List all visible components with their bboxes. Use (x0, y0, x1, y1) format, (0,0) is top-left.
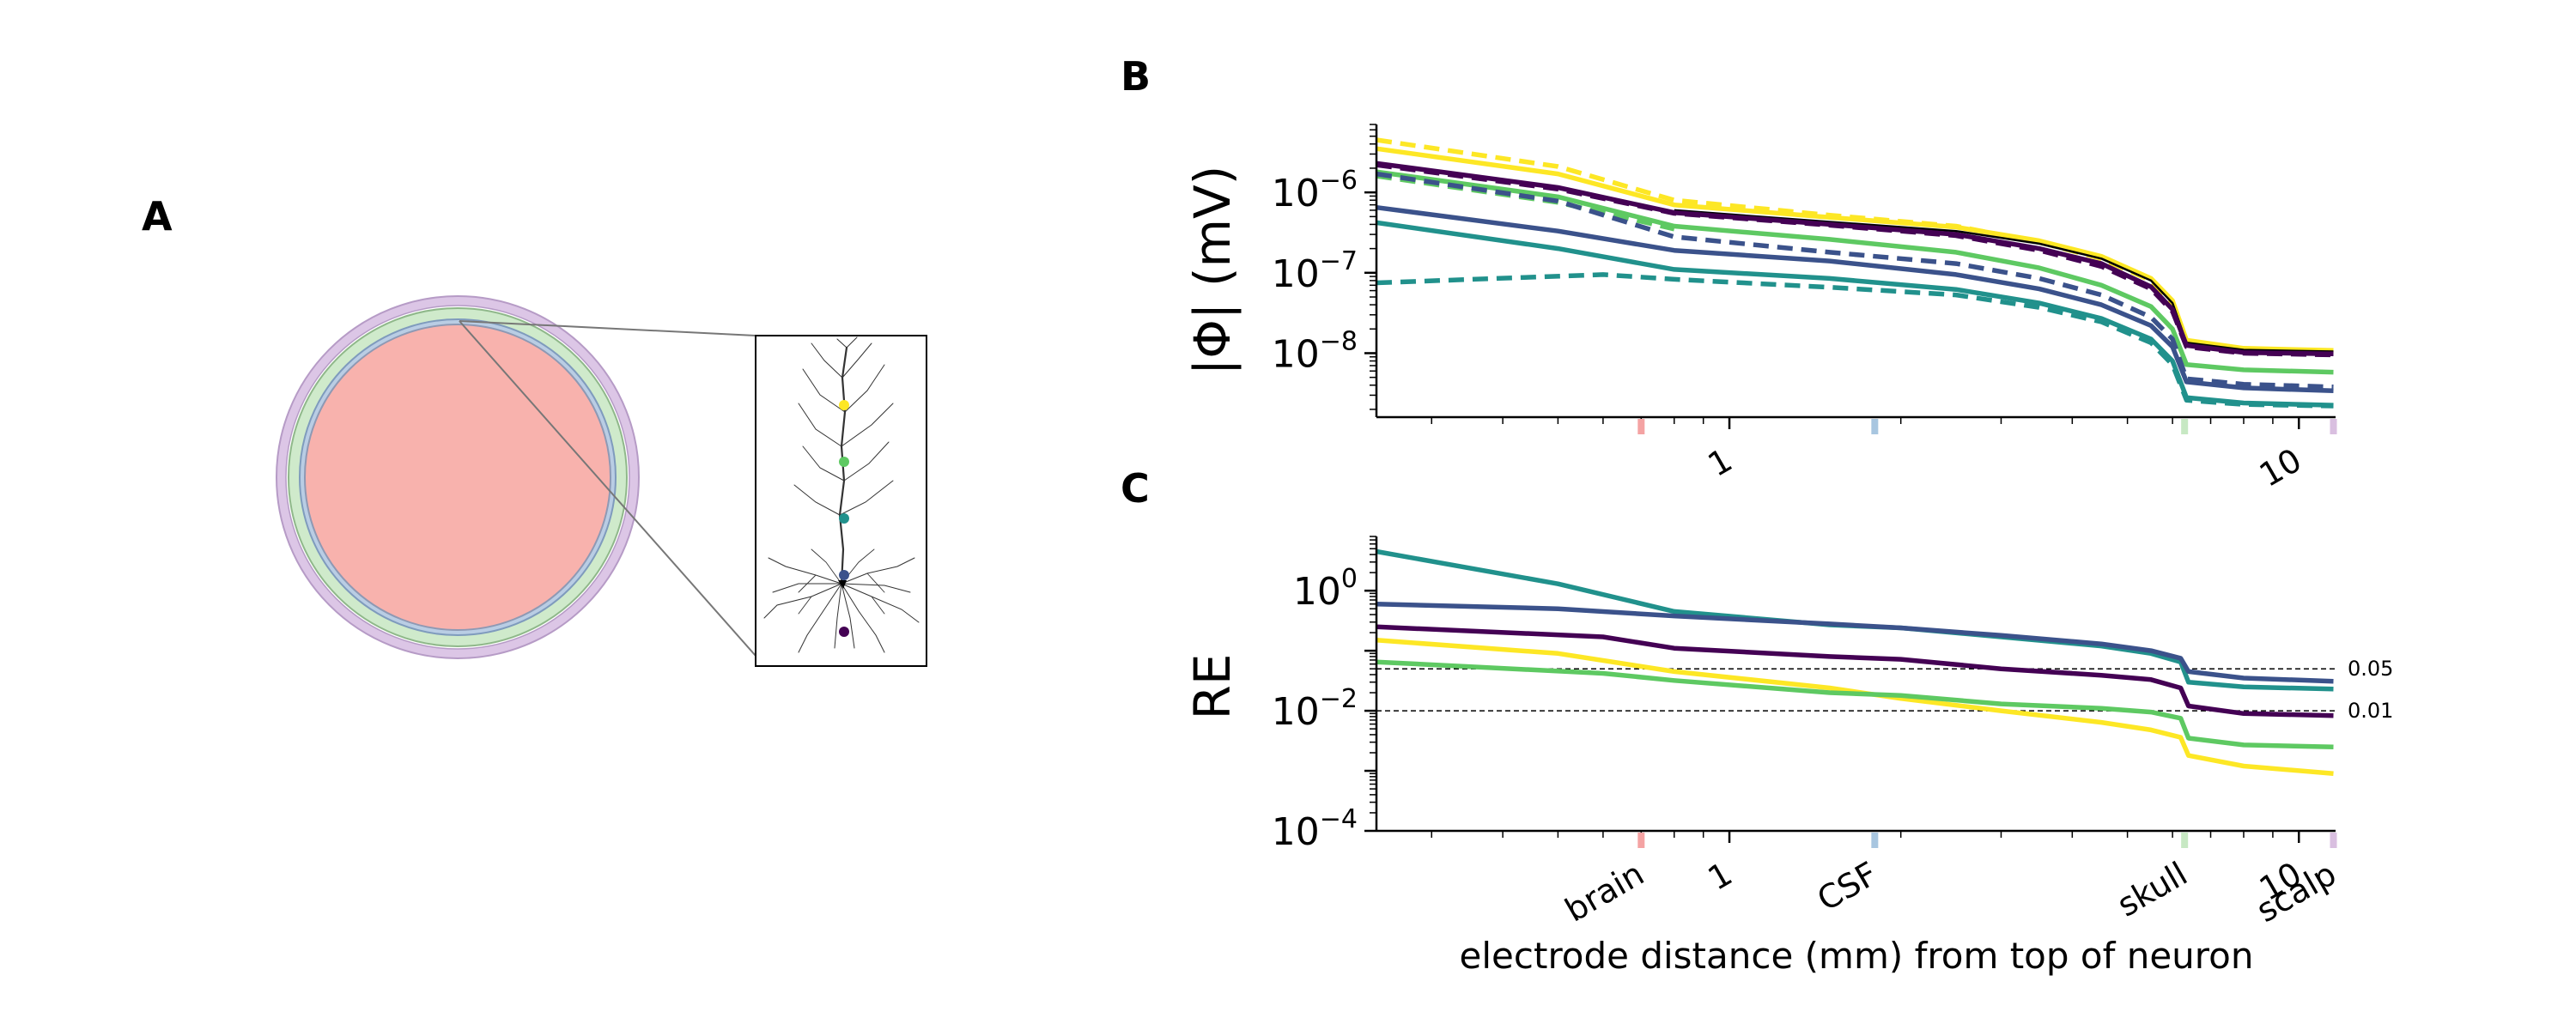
chart-c-y-ticks: 10−4 10−2 100 (1272, 536, 1376, 854)
series-line-8 (1376, 204, 2334, 394)
chart-c-threshold-lines: 0.05 0.01 (1376, 657, 2393, 723)
chart-b: 10−8 10−7 10−6 1 10 |Φ| (mV) (1183, 124, 2337, 494)
panel-label-c: C (1121, 465, 1150, 512)
electrode-dot-blue (839, 570, 849, 580)
region-marker-2 (2181, 419, 2189, 434)
brain-layer (304, 324, 611, 631)
neuron-soma (838, 580, 847, 589)
y-tick-label: 10−7 (1272, 246, 1358, 296)
region-marker-1 (1871, 833, 1879, 848)
x-tick-label: 10 (2253, 441, 2308, 494)
series-line-2 (1674, 209, 2334, 353)
x-tick-label: scalp (2251, 855, 2342, 930)
x-tick-label: CSF (1811, 855, 1884, 918)
series-line-4 (1376, 659, 2334, 749)
chart-b-boundary-markers (1637, 419, 2337, 434)
y-tick-label: 10−6 (1272, 166, 1358, 215)
chart-b-ylabel: |Φ| (mV) (1183, 166, 1242, 376)
series-line-9 (1376, 220, 2334, 408)
chart-c-xlabel: electrode distance (mm) from top of neur… (1460, 935, 2254, 977)
panel-label-b: B (1121, 53, 1151, 100)
region-marker-1 (1871, 419, 1879, 434)
series-line-3 (1376, 638, 2334, 776)
zoom-line-top (459, 320, 756, 336)
region-marker-2 (2181, 833, 2189, 848)
series-line-1 (1376, 601, 2334, 684)
region-marker-3 (2330, 833, 2337, 848)
chart-c-series (1376, 548, 2334, 776)
region-marker-0 (1637, 833, 1645, 848)
y-tick-label: 10−4 (1272, 804, 1358, 854)
electrode-dot-teal (839, 513, 849, 524)
threshold-label-0: 0.05 (2348, 657, 2393, 681)
series-line-5 (1376, 169, 2334, 375)
x-tick-label: 1 (1702, 855, 1739, 898)
electrode-dot-purple (839, 627, 849, 637)
threshold-label-1: 0.01 (2348, 699, 2393, 723)
series-line-4 (1376, 161, 2334, 357)
panel-label-a: A (142, 193, 173, 239)
chart-b-y-ticks: 10−8 10−7 10−6 (1272, 124, 1376, 410)
y-tick-label: 10−8 (1272, 326, 1358, 376)
x-tick-label: skull (2111, 855, 2193, 924)
chart-b-x-ticks: 1 10 (1431, 417, 2308, 494)
head-model-illustration (276, 295, 927, 667)
series-line-7 (1376, 171, 2334, 390)
series-line-2 (1376, 624, 2334, 718)
series-line-1 (1376, 137, 2334, 356)
y-tick-label: 100 (1293, 564, 1358, 614)
x-tick-label: 1 (1702, 441, 1739, 484)
series-line-0 (1376, 146, 2334, 354)
electrode-dot-yellow (839, 400, 849, 410)
region-marker-0 (1637, 419, 1645, 434)
chart-c-boundary-markers (1637, 833, 2337, 848)
zoom-line-bottom (459, 320, 756, 657)
y-tick-label: 10−2 (1272, 684, 1358, 734)
chart-c-ylabel: RE (1183, 654, 1242, 720)
x-tick-label: brain (1558, 855, 1650, 930)
region-marker-3 (2330, 419, 2337, 434)
chart-b-series (1376, 137, 2334, 409)
electrode-dot-green (839, 457, 849, 467)
